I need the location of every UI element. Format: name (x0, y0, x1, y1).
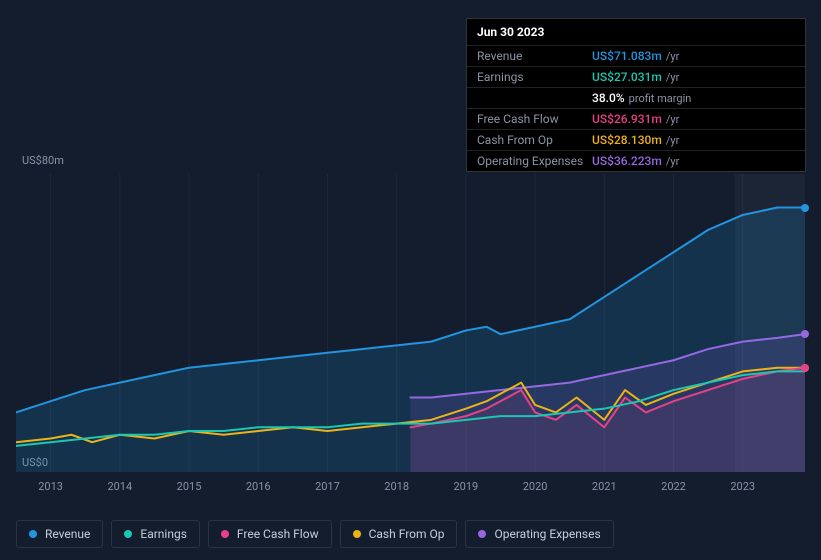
tooltip-metric-suffix: /yr (666, 50, 679, 63)
tooltip-metric-value: US$71.083m (592, 49, 662, 63)
tooltip-metric-value: 38.0% (592, 91, 625, 105)
legend-item-operating-expenses[interactable]: Operating Expenses (465, 520, 613, 548)
tooltip-metric-value: US$26.931m (592, 112, 662, 126)
series-end-dot-operating-expenses (801, 330, 809, 338)
tooltip-metric-label: Earnings (477, 70, 592, 84)
x-axis-tick: 2017 (315, 480, 340, 493)
chart-legend: Revenue Earnings Free Cash Flow Cash From O… (16, 520, 614, 548)
tooltip-metric-suffix: /yr (666, 155, 679, 168)
tooltip-metric-value: US$36.223m (592, 154, 662, 168)
chart-tooltip: Jun 30 2023 RevenueUS$71.083m/yrEarnings… (466, 18, 806, 172)
tooltip-metric-suffix: /yr (666, 134, 679, 147)
x-axis-tick: 2013 (38, 480, 63, 493)
tooltip-row: Cash From OpUS$28.130m/yr (467, 129, 805, 150)
tooltip-row: EarningsUS$27.031m/yr (467, 66, 805, 87)
legend-item-free-cash-flow[interactable]: Free Cash Flow (208, 520, 332, 548)
chart-canvas[interactable] (16, 174, 805, 472)
legend-dot-icon (221, 530, 229, 538)
series-end-dot-revenue (801, 204, 809, 212)
tooltip-metric-label: Cash From Op (477, 133, 592, 147)
tooltip-metric-label: Operating Expenses (477, 154, 592, 168)
legend-item-revenue[interactable]: Revenue (16, 520, 103, 548)
financials-chart[interactable]: US$80m US$0 2013201420152016201720182019… (16, 160, 805, 540)
legend-dot-icon (353, 530, 361, 538)
x-axis-tick: 2015 (177, 480, 202, 493)
legend-label: Cash From Op (369, 527, 445, 541)
series-end-dot-free-cash-flow (801, 364, 809, 372)
x-axis-tick: 2022 (661, 480, 686, 493)
legend-label: Revenue (45, 527, 90, 541)
legend-dot-icon (29, 530, 37, 538)
tooltip-row: 38.0% profit margin (467, 87, 805, 108)
legend-item-cash-from-op[interactable]: Cash From Op (340, 520, 458, 548)
y-axis-label-max: US$80m (22, 154, 64, 167)
legend-item-earnings[interactable]: Earnings (111, 520, 200, 548)
x-axis-tick: 2021 (592, 480, 617, 493)
tooltip-metric-value: US$27.031m (592, 70, 662, 84)
x-axis-tick: 2023 (730, 480, 755, 493)
tooltip-metric-suffix: /yr (666, 71, 679, 84)
tooltip-date: Jun 30 2023 (467, 19, 805, 45)
legend-label: Operating Expenses (494, 527, 600, 541)
tooltip-metric-value: US$28.130m (592, 133, 662, 147)
tooltip-row: RevenueUS$71.083m/yr (467, 45, 805, 66)
tooltip-metric-label: Free Cash Flow (477, 112, 592, 126)
x-axis-tick: 2019 (453, 480, 478, 493)
x-axis-tick: 2014 (107, 480, 132, 493)
tooltip-metric-suffix: profit margin (629, 92, 692, 105)
tooltip-row: Operating ExpensesUS$36.223m/yr (467, 150, 805, 171)
legend-dot-icon (124, 530, 132, 538)
legend-label: Free Cash Flow (237, 527, 319, 541)
x-axis: 2013 2014 2015 2016 2017 2018 2019 2020 2021 2022… (16, 480, 805, 500)
tooltip-row: Free Cash FlowUS$26.931m/yr (467, 108, 805, 129)
legend-dot-icon (478, 530, 486, 538)
x-axis-tick: 2016 (246, 480, 271, 493)
tooltip-metric-suffix: /yr (666, 113, 679, 126)
x-axis-tick: 2020 (523, 480, 548, 493)
legend-label: Earnings (140, 527, 187, 541)
tooltip-metric-label: Revenue (477, 49, 592, 63)
x-axis-tick: 2018 (384, 480, 409, 493)
